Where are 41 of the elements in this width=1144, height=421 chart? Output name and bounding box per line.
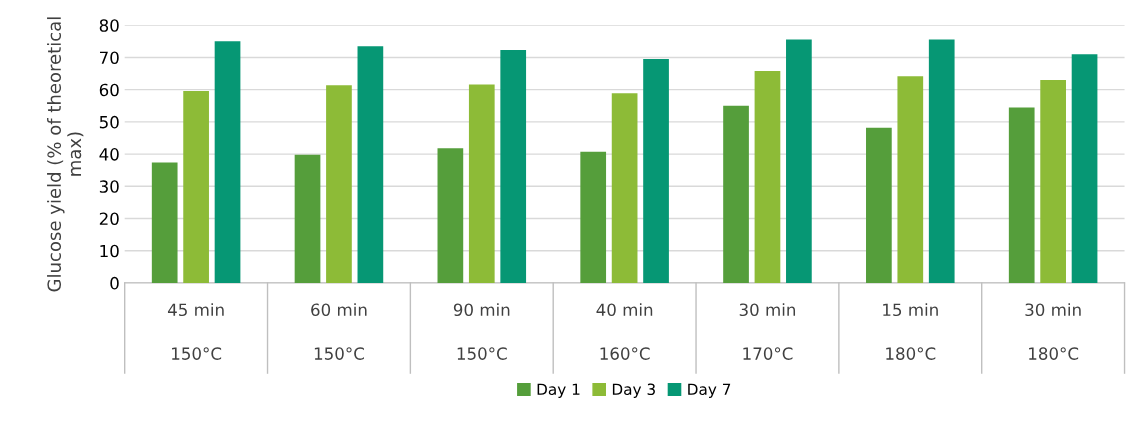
bar (1008, 107, 1035, 283)
category-label: 30 min 170°C (739, 303, 796, 360)
bar (500, 50, 527, 283)
bar (183, 90, 209, 283)
category-label: 30 min 180°C (1025, 303, 1081, 360)
bar (214, 41, 241, 283)
category-label: 15 min 180°C (883, 303, 938, 360)
bar (326, 85, 352, 283)
y-tick-label: 10 (100, 244, 119, 258)
bar (151, 162, 178, 283)
bar (786, 39, 812, 283)
bar (357, 46, 384, 283)
bar (580, 151, 607, 283)
bar (897, 76, 924, 283)
legend-label: Day 3 (612, 383, 655, 398)
y-tick-label: 0 (110, 276, 119, 290)
bar (611, 93, 638, 283)
category-label: 45 min 150°C (167, 303, 224, 360)
bar (866, 127, 892, 283)
bar (754, 70, 781, 283)
y-tick-label: 20 (99, 212, 119, 226)
legend-label: Day 7 (688, 383, 731, 398)
bar (294, 154, 321, 283)
y-tick-label: 50 (99, 115, 119, 129)
category-label: 40 min 160°C (596, 303, 653, 360)
y-axis-title: Glucose yield (% of theoretical max) (47, 17, 84, 292)
legend-label: Day 1 (537, 383, 580, 398)
category-label: 90 min 150°C (453, 303, 510, 360)
bar (643, 59, 669, 283)
y-tick-label: 80 (99, 19, 119, 32)
bar (1071, 54, 1098, 283)
bar (928, 39, 955, 283)
y-tick-label: 30 (99, 180, 119, 193)
bar (1040, 80, 1066, 283)
y-tick-label: 40 (99, 148, 119, 161)
bar (437, 148, 464, 283)
y-tick-label: 60 (99, 83, 119, 97)
bar (468, 84, 495, 283)
category-label: 60 min 150°C (311, 303, 367, 360)
y-tick-label: 70 (99, 51, 119, 65)
bar (723, 105, 749, 283)
